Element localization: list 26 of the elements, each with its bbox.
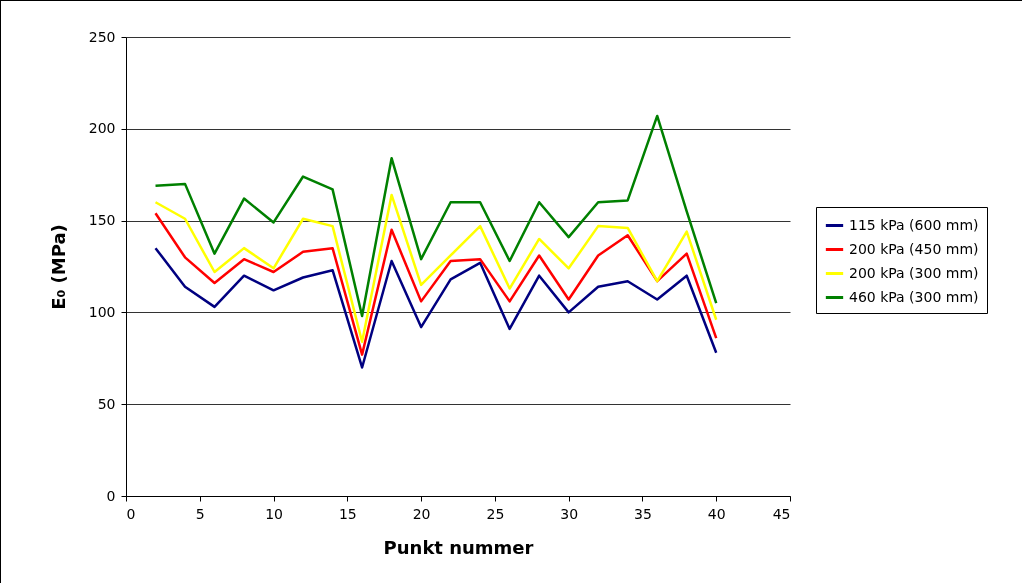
- x-tick-label: 15: [338, 505, 357, 522]
- y-tick-label: 250: [88, 28, 116, 45]
- line-series: [154, 212, 718, 356]
- legend-label: 115 kPa (600 mm): [849, 216, 979, 233]
- line-series: [154, 246, 718, 369]
- y-tick-label: 200: [88, 120, 116, 137]
- legend-label: 200 kPa (450 mm): [849, 240, 979, 257]
- legend-label: 460 kPa (300 mm): [849, 288, 979, 305]
- x-axis-title: Punkt nummer: [383, 536, 534, 558]
- x-tick-label: 35: [634, 505, 652, 522]
- x-tick-label: 40: [707, 505, 726, 522]
- x-tick-label: 5: [195, 505, 205, 522]
- y-tick-label: 100: [88, 303, 116, 320]
- x-tick-label: 0: [126, 505, 136, 522]
- x-tick-label: 25: [486, 505, 505, 522]
- y-axis-title: E₀ (MPa): [47, 224, 69, 310]
- x-tick-label: 45: [772, 505, 791, 522]
- x-tick-label: 30: [560, 505, 579, 522]
- y-tick-label: 150: [88, 212, 116, 229]
- line-series: [154, 193, 718, 344]
- y-tick-label: 0: [106, 487, 116, 504]
- legend-label: 200 kPa (300 mm): [849, 264, 979, 281]
- y-tick-label: 50: [97, 395, 116, 412]
- x-tick-label: 10: [265, 505, 283, 522]
- x-tick-label: 20: [412, 505, 431, 522]
- line-series: [154, 114, 718, 318]
